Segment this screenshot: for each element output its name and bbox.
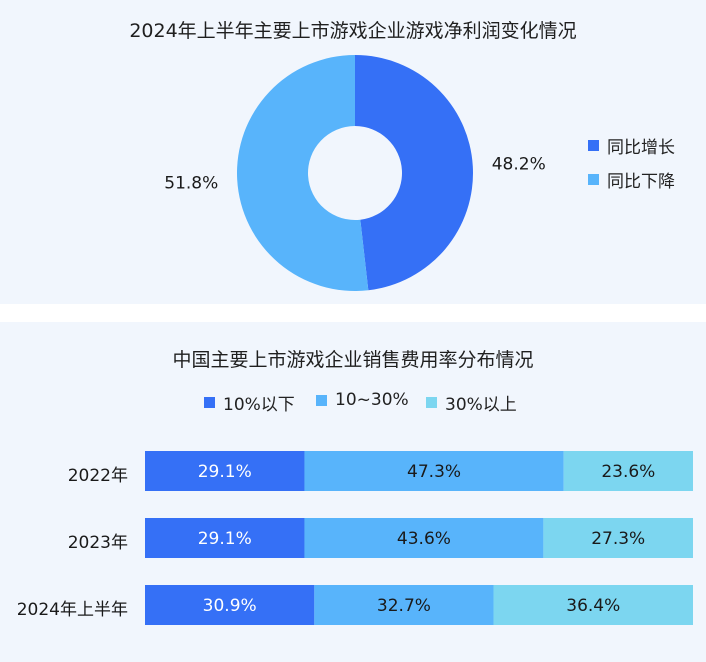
legend-label: 30%以上 [445, 395, 517, 415]
bar-segment-2-2 [304, 518, 544, 558]
legend-swatch [316, 394, 327, 406]
bar-segment-3-1 [145, 585, 315, 625]
donut-chart-title: 2024年上半年主要上市游戏企业游戏净利润变化情况 [129, 20, 577, 42]
legend-label: 同比增长 [607, 138, 675, 158]
legend-label: 同比下降 [607, 172, 675, 192]
legend-swatch [204, 397, 215, 408]
donut-legend-item-1: 同比增长 [588, 133, 675, 158]
bar-segment-1-2 [304, 451, 564, 491]
bar-value-label-3-1: 30.9% [203, 596, 257, 616]
bar-chart-panel: 中国主要上市游戏企业销售费用率分布情况 10%以下 10~30% 30%以上 202… [0, 322, 706, 662]
bar-segment-3-3 [493, 585, 693, 625]
bar-segment-2-3 [543, 518, 693, 558]
legend-label: 10%以下 [223, 395, 295, 415]
donut-slice-label-2: 51.8% [164, 173, 218, 193]
donut-chart-panel: 2024年上半年主要上市游戏企业游戏净利润变化情况 48.2% 51.8% 同比增… [0, 0, 706, 304]
bar-value-label-3-2: 32.7% [377, 596, 431, 616]
bar-segment-1-1 [145, 451, 305, 491]
bar-value-label-1-1: 29.1% [198, 462, 252, 482]
donut-slice-2 [237, 54, 369, 291]
bar-legend-item-2: 10~30% [316, 390, 409, 410]
bar-value-label-1-3: 23.6% [601, 462, 655, 482]
bar-chart-title: 中国主要上市游戏企业销售费用率分布情况 [172, 349, 534, 371]
stacked-bar-chart: 29.1% 47.3% 23.6% 29.1% 43.6% 27.3% 30.9% 32.7%… [145, 451, 693, 625]
donut-slice-1 [355, 55, 473, 291]
legend-swatch [588, 140, 599, 151]
bar-segment-3-2 [314, 585, 494, 625]
legend-swatch [588, 174, 599, 185]
bar-legend-item-1: 10%以下 [204, 390, 295, 415]
bar-segment-2-1 [145, 518, 305, 558]
bar-value-label-1-2: 47.3% [407, 462, 461, 482]
donut-chart: 48.2% 51.8% [164, 54, 546, 291]
category-label-2: 2023年 [67, 533, 128, 553]
donut-slice-label-1: 48.2% [492, 155, 546, 175]
legend-swatch [426, 397, 437, 408]
donut-legend-item-2: 同比下降 [588, 167, 675, 192]
category-label-1: 2022年 [67, 466, 128, 486]
bar-value-label-3-3: 36.4% [566, 596, 620, 616]
category-label-3: 2024年上半年 [16, 600, 128, 620]
bar-value-label-2-3: 27.3% [591, 529, 645, 549]
bar-value-label-2-1: 29.1% [198, 529, 252, 549]
bar-value-label-2-2: 43.6% [397, 529, 451, 549]
bar-legend-item-3: 30%以上 [426, 390, 517, 415]
bar-segment-1-3 [563, 451, 693, 491]
legend-label: 10~30% [335, 390, 409, 410]
